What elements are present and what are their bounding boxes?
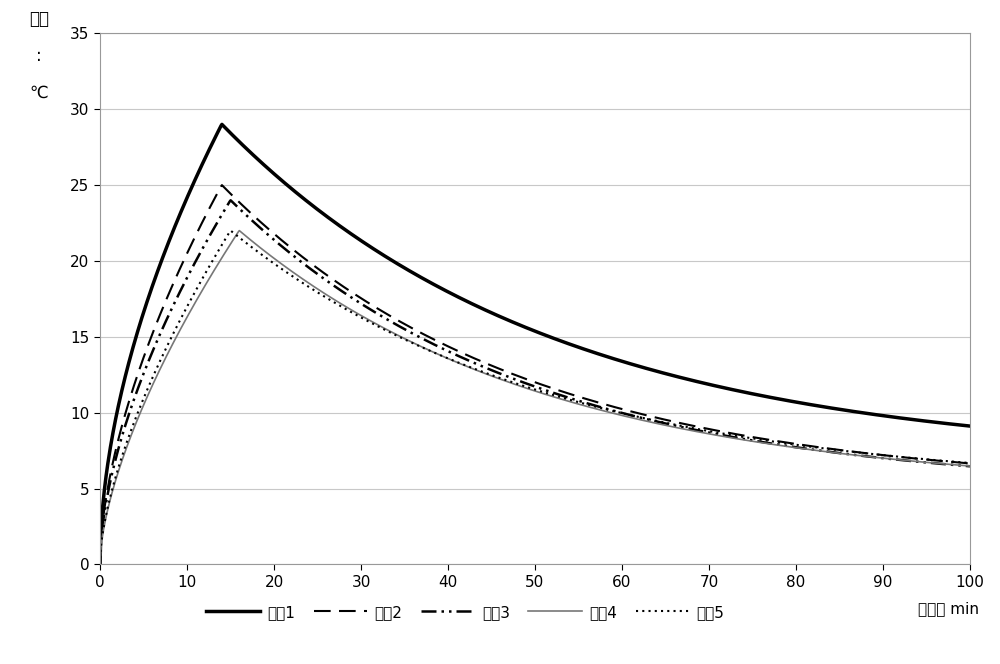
Text: 时间： min: 时间： min: [918, 602, 979, 617]
Text: ℃: ℃: [30, 84, 48, 102]
Text: :: :: [36, 47, 42, 65]
Legend: 设备1, 设备2, 设备3, 设备4, 设备5: 设备1, 设备2, 设备3, 设备4, 设备5: [200, 598, 731, 625]
Text: 温度: 温度: [29, 10, 49, 28]
